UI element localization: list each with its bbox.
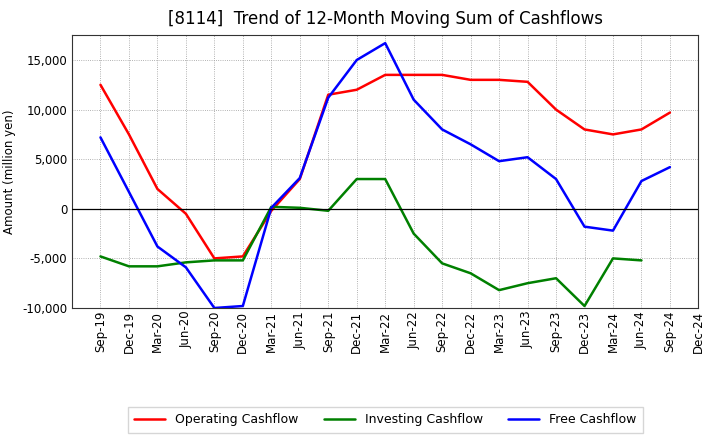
Y-axis label: Amount (million yen): Amount (million yen) [4,110,17,234]
Operating Cashflow [552,107,560,112]
Operating Cashflow [580,127,589,132]
Free Cashflow [153,244,162,249]
Operating Cashflow [238,254,247,259]
Investing Cashflow [125,264,133,269]
Operating Cashflow [181,211,190,216]
Legend: Operating Cashflow, Investing Cashflow, Free Cashflow: Operating Cashflow, Investing Cashflow, … [127,407,643,433]
Free Cashflow [467,142,475,147]
Free Cashflow [495,158,503,164]
Investing Cashflow [96,254,105,259]
Investing Cashflow [608,256,617,261]
Investing Cashflow [523,281,532,286]
Operating Cashflow [410,72,418,77]
Free Cashflow [96,135,105,140]
Free Cashflow [352,57,361,62]
Operating Cashflow [267,208,276,213]
Investing Cashflow [637,258,646,263]
Line: Operating Cashflow: Operating Cashflow [101,75,670,258]
Operating Cashflow [523,79,532,84]
Investing Cashflow [181,260,190,265]
Free Cashflow [181,265,190,270]
Operating Cashflow [637,127,646,132]
Operating Cashflow [467,77,475,82]
Free Cashflow [438,127,446,132]
Free Cashflow [267,205,276,210]
Line: Investing Cashflow: Investing Cashflow [101,179,642,306]
Operating Cashflow [324,92,333,97]
Free Cashflow [381,40,390,46]
Free Cashflow [580,224,589,229]
Free Cashflow [608,228,617,233]
Investing Cashflow [381,176,390,182]
Operating Cashflow [608,132,617,137]
Free Cashflow [410,97,418,103]
Free Cashflow [552,176,560,182]
Investing Cashflow [153,264,162,269]
Investing Cashflow [352,176,361,182]
Operating Cashflow [381,72,390,77]
Free Cashflow [125,189,133,194]
Free Cashflow [523,154,532,160]
Line: Free Cashflow: Free Cashflow [101,43,670,308]
Free Cashflow [637,178,646,183]
Free Cashflow [324,95,333,100]
Operating Cashflow [125,132,133,137]
Operating Cashflow [295,176,304,182]
Investing Cashflow [238,258,247,263]
Operating Cashflow [665,110,674,115]
Free Cashflow [665,165,674,170]
Investing Cashflow [267,204,276,209]
Investing Cashflow [552,275,560,281]
Free Cashflow [238,303,247,308]
Operating Cashflow [352,87,361,92]
Investing Cashflow [580,303,589,308]
Operating Cashflow [153,186,162,191]
Title: [8114]  Trend of 12-Month Moving Sum of Cashflows: [8114] Trend of 12-Month Moving Sum of C… [168,10,603,28]
Investing Cashflow [324,208,333,213]
Free Cashflow [210,305,219,311]
Operating Cashflow [96,82,105,88]
Free Cashflow [295,176,304,181]
Operating Cashflow [210,256,219,261]
Operating Cashflow [495,77,503,82]
Investing Cashflow [467,271,475,276]
Investing Cashflow [495,287,503,293]
Investing Cashflow [410,231,418,236]
Investing Cashflow [210,258,219,263]
Operating Cashflow [438,72,446,77]
Investing Cashflow [438,261,446,266]
Investing Cashflow [295,205,304,210]
